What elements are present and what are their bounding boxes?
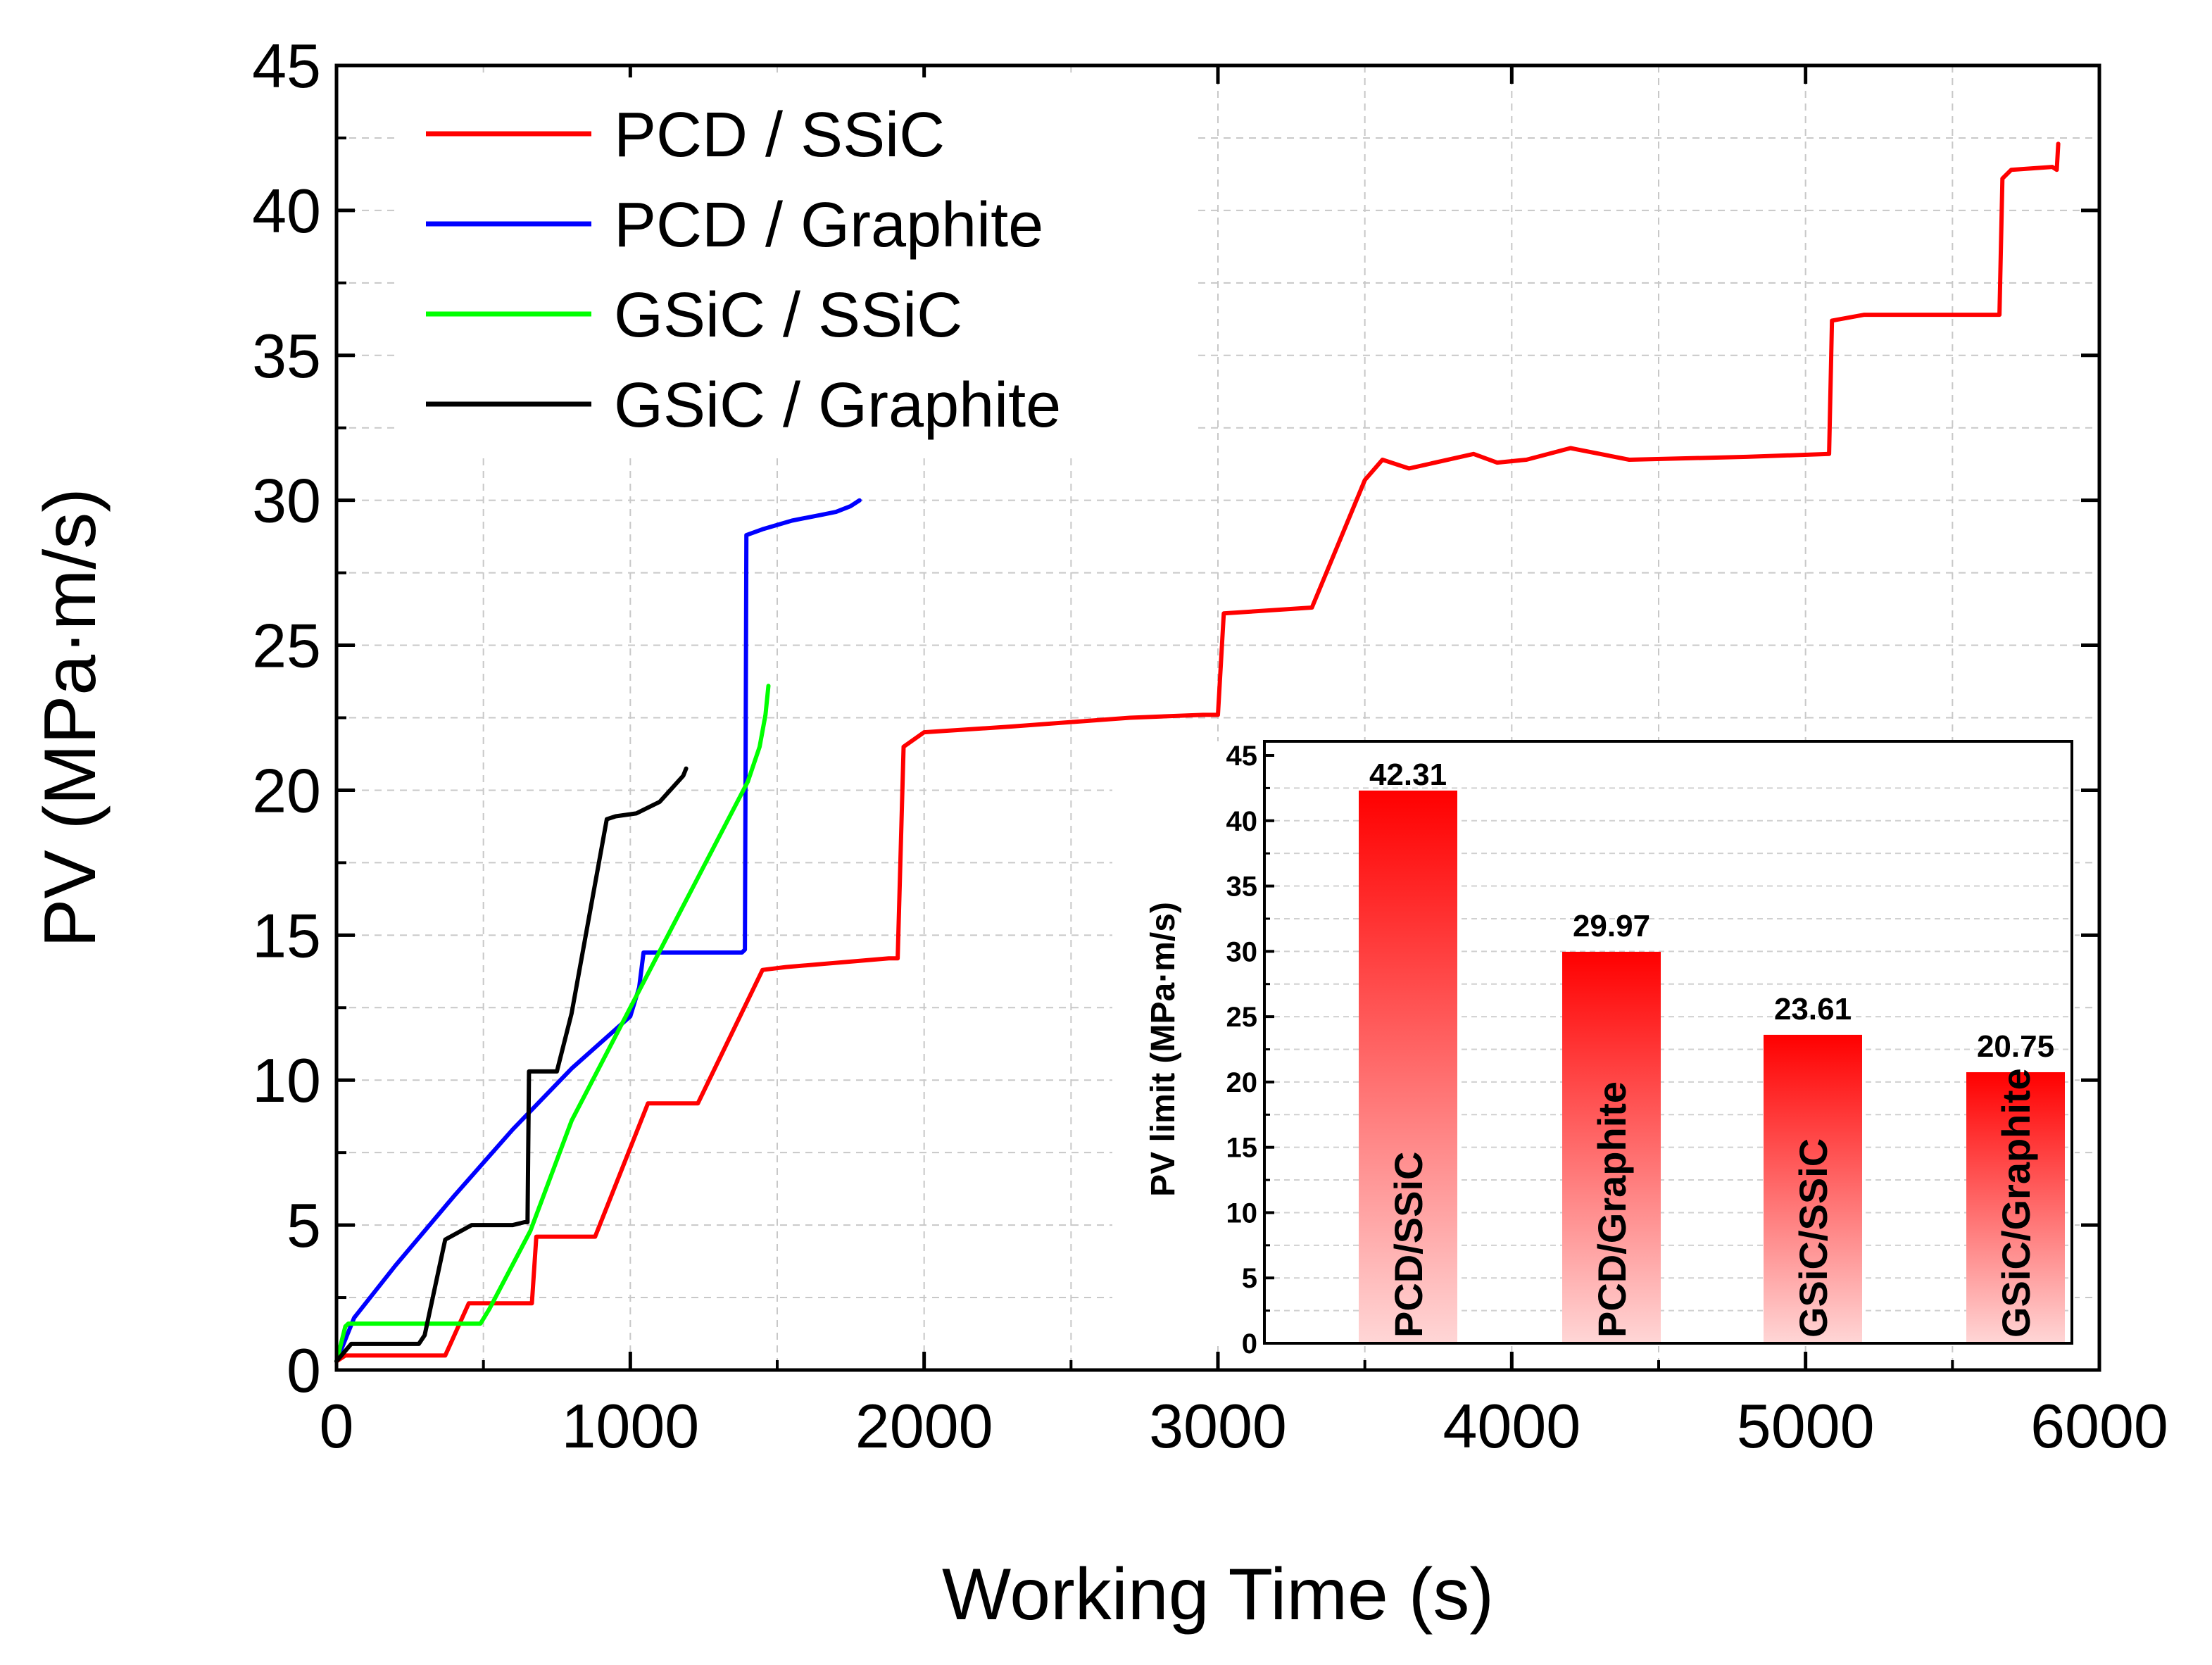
bar-category-label: GSiC/SSiC: [1791, 1138, 1835, 1338]
legend-label: GSiC / Graphite: [614, 370, 1061, 441]
x-tick-label: 0: [320, 1391, 354, 1461]
y-tick-label: 5: [287, 1190, 321, 1260]
legend: PCD / SSiC PCD / Graphite GSiC / SSiC GSiC …: [394, 77, 1197, 458]
bar-value-label: 20.75: [1977, 1029, 2054, 1064]
inset-y-tick-label: 10: [1226, 1198, 1258, 1229]
x-tick-label: 6000: [2030, 1391, 2168, 1461]
inset-frame: [1263, 740, 2073, 1345]
inset-y-tick-label: 30: [1226, 936, 1258, 967]
bar-value-label: 42.31: [1369, 758, 1447, 792]
y-tick-label: 15: [252, 900, 321, 970]
x-tick-label: 5000: [1737, 1391, 1875, 1461]
series-line-pcd-graphite: [334, 498, 862, 1364]
y-tick-label: 45: [252, 31, 321, 101]
bar: [1359, 790, 1457, 1343]
inset-grid: [1264, 787, 2072, 1312]
y-tick-label: 35: [252, 321, 321, 391]
x-axis-title: Working Time (s): [942, 1554, 1494, 1635]
y-tick-label: 0: [287, 1336, 321, 1405]
inset-y-axis-title: PV limit (MPa·m/s): [1145, 902, 1182, 1197]
legend-background: [394, 77, 1197, 458]
inset-y-tick-label: 40: [1226, 806, 1258, 837]
legend-label: PCD / SSiC: [614, 100, 945, 170]
inset-y-tick-label: 25: [1226, 1002, 1258, 1033]
series-line-pcd-ssic: [334, 142, 2061, 1364]
inset-y-tick-label: 5: [1242, 1263, 1257, 1294]
inset-y-tick-label: 15: [1226, 1133, 1258, 1164]
bar: [1764, 1034, 1862, 1343]
main-series-lines: [334, 142, 2061, 1364]
inset-y-tick-label: 45: [1226, 741, 1258, 772]
y-tick-label: 40: [252, 176, 321, 246]
bar: [1966, 1072, 2065, 1343]
legend-label: GSiC / SSiC: [614, 280, 962, 351]
bar-value-label: 23.61: [1774, 992, 1852, 1026]
series-line-gsic-graphite: [334, 766, 689, 1364]
bar-category-label: GSiC/Graphite: [1994, 1068, 2038, 1338]
series-line-gsic-ssic: [334, 684, 771, 1364]
inset-bar-chart: 42.31 PCD/SSiC 29.97 PCD/Graphite 23.61 GSiC/…: [1112, 740, 2075, 1359]
y-tick-label: 20: [252, 755, 321, 825]
x-tick-label: 2000: [855, 1391, 993, 1461]
x-tick-label: 1000: [561, 1391, 699, 1461]
y-tick-label: 10: [252, 1045, 321, 1115]
legend-label: PCD / Graphite: [614, 190, 1043, 260]
y-axis-title: PV (MPa·m/s): [30, 488, 111, 948]
x-tick-label: 3000: [1149, 1391, 1287, 1461]
inset-y-tick-label: 20: [1226, 1067, 1258, 1098]
bar-value-label: 29.97: [1573, 909, 1650, 943]
bar-category-label: PCD/Graphite: [1590, 1081, 1634, 1338]
bar-category-label: PCD/SSiC: [1386, 1152, 1431, 1338]
y-tick-label: 30: [252, 466, 321, 536]
inset-axis-ticks: 0 5 10 15 20 25 30 35 40 45: [1226, 741, 1274, 1359]
inset-y-tick-label: 35: [1226, 872, 1258, 903]
inset-bars: 42.31 PCD/SSiC 29.97 PCD/Graphite 23.61 GSiC/…: [1359, 758, 2065, 1343]
x-tick-label: 4000: [1443, 1391, 1581, 1461]
inset-y-tick-label: 0: [1242, 1328, 1257, 1359]
main-axis-ticks: 0 1000 2000 3000 4000 5000 6000 0 5 10 15 20 25 30 35 4…: [252, 31, 2168, 1461]
bar: [1562, 951, 1661, 1343]
y-tick-label: 25: [252, 611, 321, 681]
